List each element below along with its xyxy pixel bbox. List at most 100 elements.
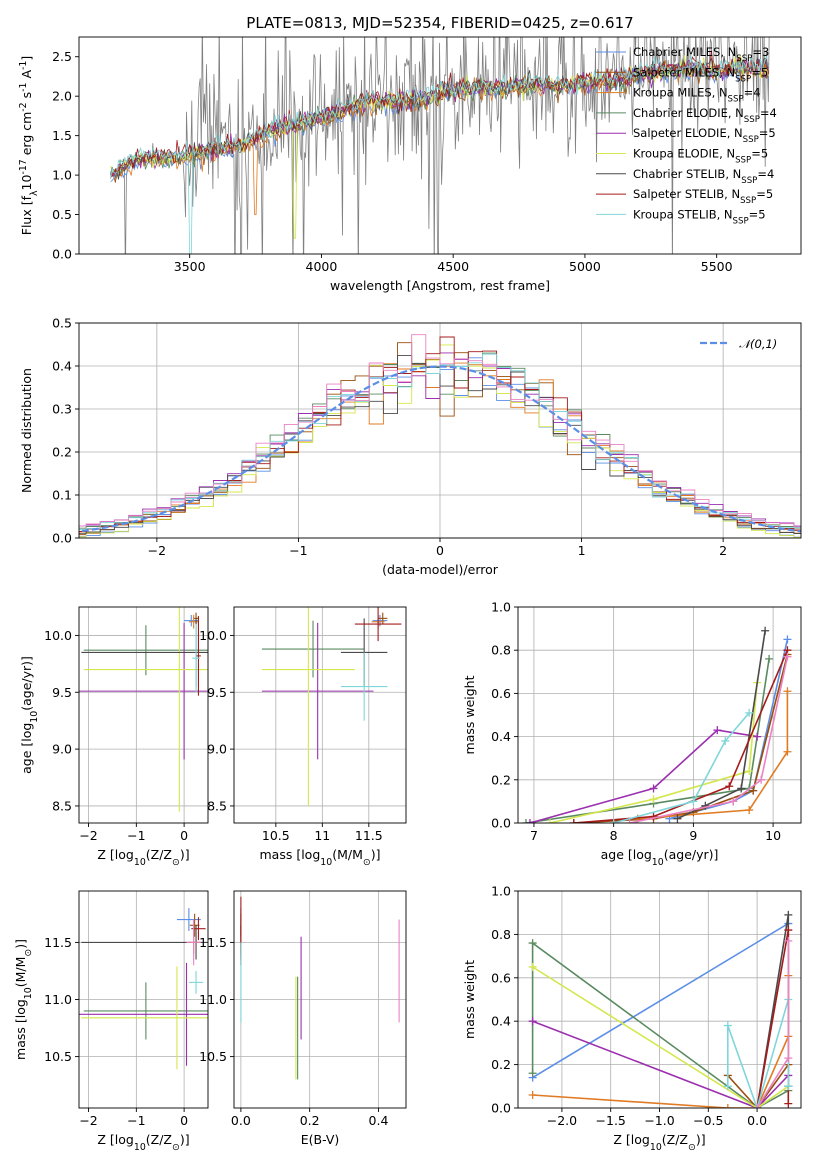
y-tick-label: 2.0 <box>52 89 72 104</box>
x-axis-label: Z [log10(Z/Z⊙)] <box>613 1132 705 1153</box>
y-tick-label: 10.5 <box>199 1049 227 1064</box>
x-tick-label: 5500 <box>701 259 733 274</box>
weight-line-kroupa-miles <box>637 691 789 820</box>
plus-marker <box>528 962 537 971</box>
y-tick-label: 10.0 <box>44 628 72 643</box>
y-tick-label: 0.0 <box>52 247 72 262</box>
weight-line-salpeter-elodie <box>532 1020 789 1108</box>
errorbar-salpeter-stelib <box>196 616 201 696</box>
x-tick-label: 0 <box>180 1113 188 1128</box>
histogram-pink <box>79 334 801 528</box>
x-tick-label: 3500 <box>174 259 206 274</box>
y-tick-label: 11.5 <box>44 935 72 950</box>
x-tick-label: −2 <box>148 543 166 558</box>
x-axis-label: E(B-V) <box>301 1132 340 1147</box>
legend-label: Salpeter STELIB, NSSP=5 <box>633 187 773 206</box>
plus-marker <box>765 654 774 663</box>
y-tick-label: 0.4 <box>491 729 511 744</box>
errorbar-salpeter-stelib <box>354 607 402 642</box>
weight-line-pink <box>629 656 789 823</box>
y-tick-label: 0.2 <box>491 1057 511 1072</box>
errorbar-chabrier-miles <box>372 614 388 627</box>
x-tick-label: 9 <box>689 828 697 843</box>
plus-marker <box>673 814 682 823</box>
x-tick-label: 7 <box>530 828 538 843</box>
x-tick-label: −2 <box>79 1113 97 1128</box>
y-tick-label: 10.0 <box>199 628 227 643</box>
errorbar-chabrier-elodie <box>83 982 208 1040</box>
weight_vs_age-axes: 7 8 9 10 0.0 0.2 0.4 0.6 0.8 1.0 age [log10(age/yr… <box>462 600 802 868</box>
x-axis-label: (data-model)/error <box>382 562 499 577</box>
spectrum-axes: 3500 4000 4500 5000 5500 0.0 0.5 1.0 1.5 2.0 2.5 wa… <box>18 36 802 293</box>
x-axis-label: Z [log10(Z/Z⊙)] <box>97 847 189 868</box>
x-tick-label: 11 <box>314 828 330 843</box>
x-tick-label: 2 <box>719 543 727 558</box>
x-tick-label: 0.0 <box>747 1113 767 1128</box>
y-tick-label: 10.5 <box>44 1049 72 1064</box>
y-tick-label: 0.0 <box>491 816 511 831</box>
plus-marker <box>784 910 793 919</box>
x-axis-label: mass [log10(M/M⊙)] <box>260 847 381 868</box>
mass_vs_Z-axes: −2 −1 0 10.5 11.0 11.5 Z [log10(Z/Z⊙)] mass [lo… <box>13 890 209 1153</box>
x-tick-label: −1 <box>127 828 145 843</box>
plus-marker <box>783 635 792 644</box>
plus-marker <box>521 819 530 823</box>
y-axis-label: mass weight <box>462 960 477 1039</box>
y-tick-label: 11.5 <box>199 935 227 950</box>
y-tick-label: 0.1 <box>52 488 72 503</box>
errorbar-chabrier-elodie <box>261 620 365 678</box>
plus-marker <box>689 797 698 806</box>
weight_vs_age-plot-area <box>521 626 792 823</box>
x-tick-label: 10 <box>765 828 781 843</box>
normal-curve <box>79 365 801 533</box>
x-tick-label: 8 <box>610 828 618 843</box>
weight-line-kroupa-stelib <box>613 712 750 823</box>
y-tick-label: 9.5 <box>52 685 72 700</box>
y-tick-label: 1.0 <box>52 168 72 183</box>
plus-marker <box>649 784 658 793</box>
x-tick-label: 0.0 <box>231 1113 251 1128</box>
plus-marker <box>784 1054 793 1063</box>
plus-marker <box>723 1021 732 1030</box>
weight-line-chabrier-stelib <box>677 630 766 820</box>
errorbar-salpeter-elodie <box>79 622 208 760</box>
x-tick-label: −1.5 <box>596 1113 626 1128</box>
y-tick-label: 11.0 <box>44 992 72 1007</box>
plus-marker <box>757 775 766 784</box>
spectrum-plot-area <box>110 37 770 254</box>
age_vs_Z-plot-area <box>79 607 208 812</box>
axes-frame <box>233 606 407 824</box>
y-tick-label: 0.2 <box>52 445 72 460</box>
errorbar-salpeter-elodie <box>261 622 374 760</box>
x-tick-label: −2 <box>79 828 97 843</box>
axes-frame <box>78 606 209 824</box>
plus-marker <box>528 1090 537 1099</box>
plus-marker <box>784 926 793 935</box>
y-tick-label: 8.5 <box>52 798 72 813</box>
plus-marker <box>649 812 658 821</box>
plus-marker <box>729 797 738 806</box>
plus-marker <box>745 708 754 717</box>
plus-marker <box>753 1104 762 1108</box>
x-tick-label: 11.5 <box>355 828 383 843</box>
weight_vs_Z-axes: −2.0 −1.5 −1.0 −0.5 0.0 0.0 0.2 0.4 0.6 0.8 1.0 Z [… <box>462 884 802 1153</box>
weight-line-salpeter-elodie <box>529 729 758 823</box>
weight_vs_Z-plot-area <box>528 910 793 1108</box>
y-tick-label: 0.8 <box>491 927 511 942</box>
plus-marker <box>713 726 722 735</box>
y-tick-label: 11.0 <box>199 992 227 1007</box>
x-axis-label: Z [log10(Z/Z⊙)] <box>97 1132 189 1153</box>
plus-marker <box>569 819 578 823</box>
y-tick-label: 0.0 <box>52 531 72 546</box>
y-tick-label: 0.5 <box>52 316 72 331</box>
figure-title: PLATE=0813, MJD=52354, FIBERID=0425, z=0… <box>246 14 633 32</box>
x-tick-label: 0.4 <box>369 1113 389 1128</box>
y-tick-label: 0.4 <box>491 1014 511 1029</box>
plus-marker <box>525 819 534 823</box>
y-tick-label: 1.5 <box>52 128 72 143</box>
errorbar-kroupa-miles <box>188 614 199 629</box>
plus-marker <box>545 819 554 823</box>
errorbar-chabrier-miles <box>176 908 201 931</box>
